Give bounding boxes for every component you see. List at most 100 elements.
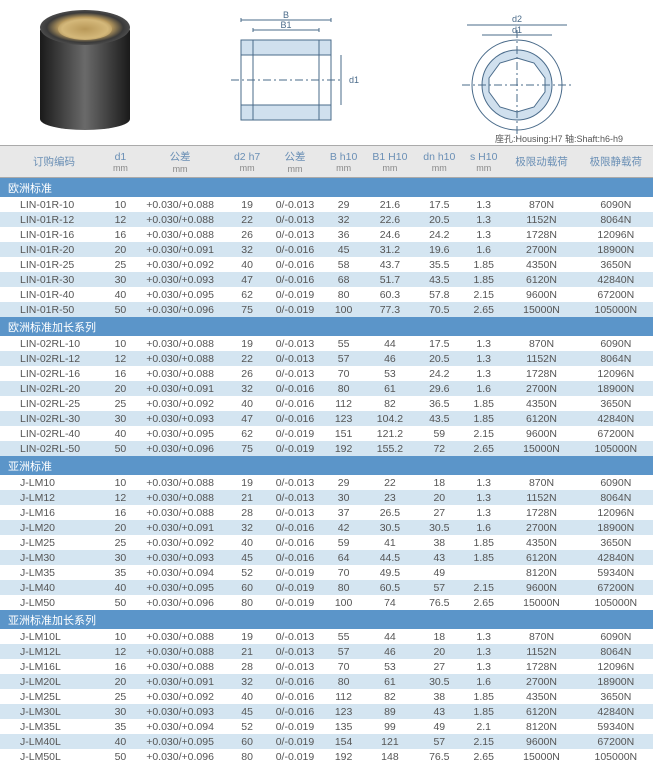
data-cell: 52: [227, 565, 267, 580]
data-cell: 40: [227, 535, 267, 550]
data-cell: 40: [108, 426, 133, 441]
table-row: LIN-02RL-3030+0.030/+0.093470/-0.0161231…: [0, 411, 653, 426]
table-row: LIN-02RL-1010+0.030/+0.088190/-0.0135544…: [0, 336, 653, 351]
data-cell: 32: [227, 520, 267, 535]
data-cell: 24.2: [416, 366, 463, 381]
data-cell: 0/-0.019: [267, 287, 323, 302]
data-cell: 76.5: [416, 595, 463, 610]
data-cell: 1.85: [463, 535, 504, 550]
order-code-cell: LIN-01R-10: [0, 197, 108, 212]
data-cell: +0.030/+0.088: [133, 351, 227, 366]
data-cell: +0.030/+0.095: [133, 287, 227, 302]
table-header-row: 订购编码d1mm公差mmd2 h7mm公差mmB h10mmB1 H10mmdn…: [0, 146, 653, 178]
data-cell: 0/-0.013: [267, 475, 323, 490]
order-code-cell: J-LM16L: [0, 659, 108, 674]
table-row: LIN-02RL-1616+0.030/+0.088260/-0.0137053…: [0, 366, 653, 381]
order-code-cell: LIN-01R-40: [0, 287, 108, 302]
data-cell: 16: [108, 659, 133, 674]
col-label: s H10: [470, 151, 497, 163]
data-cell: 18: [416, 629, 463, 644]
data-cell: 0/-0.016: [267, 411, 323, 426]
data-cell: 0/-0.019: [267, 595, 323, 610]
data-cell: 6090N: [579, 336, 653, 351]
data-cell: 82: [364, 396, 415, 411]
data-cell: 70.5: [416, 302, 463, 317]
data-cell: 6090N: [579, 475, 653, 490]
data-cell: 20: [108, 242, 133, 257]
data-cell: 0/-0.016: [267, 257, 323, 272]
table-row: J-LM30L30+0.030/+0.093450/-0.01612389431…: [0, 704, 653, 719]
order-code-cell: J-LM12: [0, 490, 108, 505]
data-cell: 1.6: [463, 520, 504, 535]
data-cell: 1.3: [463, 336, 504, 351]
data-cell: 1.3: [463, 475, 504, 490]
table-row: J-LM1010+0.030/+0.088190/-0.0132922181.3…: [0, 475, 653, 490]
order-code-cell: LIN-02RL-25: [0, 396, 108, 411]
data-cell: 43: [416, 550, 463, 565]
data-cell: 0/-0.013: [267, 351, 323, 366]
data-cell: 1.85: [463, 257, 504, 272]
data-cell: 4350N: [504, 535, 578, 550]
data-cell: 27: [416, 505, 463, 520]
data-cell: 19: [227, 629, 267, 644]
data-cell: 55: [323, 629, 364, 644]
data-cell: 105000N: [579, 441, 653, 456]
data-cell: 53: [364, 366, 415, 381]
data-cell: 2.15: [463, 580, 504, 595]
data-cell: 1152N: [504, 212, 578, 227]
technical-drawings: B B1 d1: [170, 10, 633, 140]
data-cell: 42: [323, 520, 364, 535]
data-cell: 12096N: [579, 227, 653, 242]
data-cell: +0.030/+0.096: [133, 302, 227, 317]
order-code-cell: J-LM30: [0, 550, 108, 565]
table-row: J-LM16L16+0.030/+0.088280/-0.0137053271.…: [0, 659, 653, 674]
data-cell: 8064N: [579, 351, 653, 366]
data-cell: 61: [364, 674, 415, 689]
data-cell: 59340N: [579, 719, 653, 734]
data-cell: +0.030/+0.088: [133, 490, 227, 505]
data-cell: 45: [227, 550, 267, 565]
data-cell: 23: [364, 490, 415, 505]
data-cell: 1.3: [463, 659, 504, 674]
data-cell: 20: [416, 490, 463, 505]
front-view-drawing: d2 d1: [442, 10, 592, 140]
data-cell: 80: [323, 674, 364, 689]
data-cell: 31.2: [364, 242, 415, 257]
data-cell: 1728N: [504, 505, 578, 520]
data-cell: 148: [364, 749, 415, 764]
data-cell: 44.5: [364, 550, 415, 565]
data-cell: 12: [108, 351, 133, 366]
order-code-cell: LIN-01R-25: [0, 257, 108, 272]
data-cell: 42840N: [579, 550, 653, 565]
data-cell: 25: [108, 535, 133, 550]
data-cell: 0/-0.019: [267, 565, 323, 580]
data-cell: 35: [108, 565, 133, 580]
data-cell: 75: [227, 302, 267, 317]
data-cell: 26.5: [364, 505, 415, 520]
data-cell: 18900N: [579, 520, 653, 535]
data-cell: 121: [364, 734, 415, 749]
data-cell: 3650N: [579, 396, 653, 411]
data-cell: 123: [323, 704, 364, 719]
data-cell: +0.030/+0.088: [133, 644, 227, 659]
data-cell: 0/-0.013: [267, 490, 323, 505]
table-row: LIN-02RL-4040+0.030/+0.095620/-0.0191511…: [0, 426, 653, 441]
data-cell: 19.6: [416, 242, 463, 257]
data-cell: 60: [227, 580, 267, 595]
order-code-cell: LIN-01R-20: [0, 242, 108, 257]
data-cell: 1152N: [504, 351, 578, 366]
table-row: LIN-01R-2020+0.030/+0.091320/-0.0164531.…: [0, 242, 653, 257]
spec-table: 订购编码d1mm公差mmd2 h7mm公差mmB h10mmB1 H10mmdn…: [0, 145, 653, 764]
data-cell: +0.030/+0.096: [133, 595, 227, 610]
table-row: J-LM12L12+0.030/+0.088210/-0.0135746201.…: [0, 644, 653, 659]
data-cell: 28: [227, 659, 267, 674]
data-cell: 1.3: [463, 644, 504, 659]
section-header-row: 欧洲标准加长系列: [0, 317, 653, 336]
data-cell: 15000N: [504, 595, 578, 610]
data-cell: 29: [323, 197, 364, 212]
data-cell: 22: [227, 212, 267, 227]
data-cell: 43.5: [416, 272, 463, 287]
data-cell: 870N: [504, 197, 578, 212]
table-row: J-LM20L20+0.030/+0.091320/-0.016806130.5…: [0, 674, 653, 689]
data-cell: +0.030/+0.088: [133, 197, 227, 212]
